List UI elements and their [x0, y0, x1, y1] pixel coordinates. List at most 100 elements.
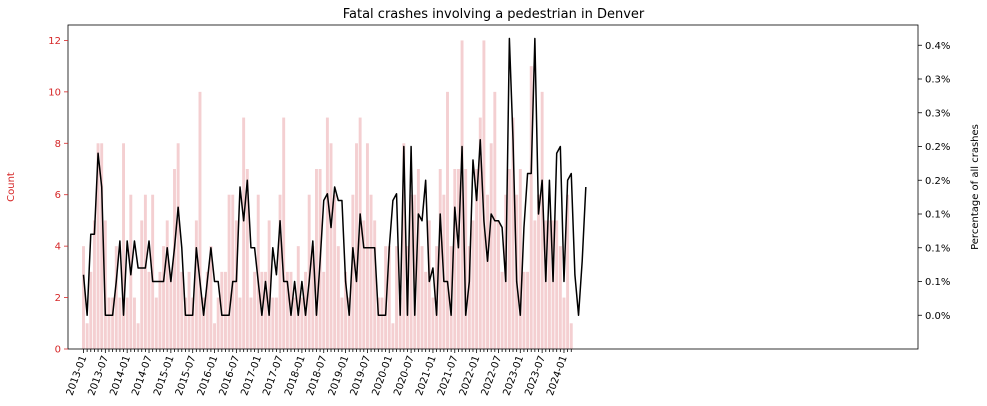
bar [271, 297, 275, 349]
bar [242, 117, 246, 349]
bar [486, 194, 489, 349]
y-right-tick-label: 0.3% [925, 75, 950, 86]
y-right-tick-label: 0.2% [925, 142, 950, 153]
bar [453, 169, 457, 349]
bar [213, 323, 216, 349]
x-tick-label: 2015-07 [174, 354, 199, 397]
bar [202, 297, 206, 349]
bar [351, 194, 355, 349]
percentage-line [82, 37, 587, 316]
bar [416, 169, 420, 349]
bar [387, 246, 391, 349]
bar [358, 117, 362, 349]
bar [355, 143, 358, 349]
plot-frame [67, 24, 919, 350]
bar [336, 246, 340, 349]
bar [365, 143, 369, 349]
bar [136, 323, 140, 349]
y-left-tick-label: 6 [55, 190, 61, 201]
bar [278, 194, 282, 349]
bar [384, 246, 388, 349]
bar [391, 323, 395, 349]
x-tick-label: 2021-01 [414, 354, 439, 397]
bar [111, 297, 115, 349]
bar [409, 194, 413, 349]
x-tick-label: 2020-07 [392, 354, 417, 397]
bar [482, 40, 486, 350]
bar [296, 246, 300, 349]
bar [446, 91, 449, 349]
bar [322, 271, 326, 349]
bar [547, 220, 551, 349]
bar [424, 271, 428, 349]
x-tick-label: 2016-01 [196, 354, 221, 397]
bar [100, 143, 104, 349]
bar [234, 220, 238, 349]
bar [329, 143, 333, 349]
x-tick-label: 2023-07 [523, 354, 548, 397]
bar [274, 297, 278, 349]
bar [427, 220, 431, 349]
bar [398, 297, 402, 349]
bar [293, 297, 297, 349]
bar [522, 271, 526, 349]
bar [347, 297, 351, 349]
bar [533, 220, 537, 349]
bar [551, 220, 555, 349]
bar [489, 143, 493, 349]
x-tick-label: 2014-07 [130, 354, 155, 397]
bar [158, 271, 162, 349]
bar [169, 271, 173, 349]
x-tick-label: 2018-01 [283, 354, 308, 397]
bar [205, 271, 209, 349]
bar [140, 220, 144, 349]
bar [180, 271, 184, 349]
bar [264, 271, 267, 349]
bar [373, 220, 377, 349]
bar [467, 246, 471, 349]
y-right-tick-label: 0.1% [925, 210, 950, 221]
bar [209, 246, 213, 349]
x-tick-label: 2016-07 [218, 354, 243, 397]
y-left-tick-label: 8 [55, 139, 61, 150]
x-tick-label: 2023-01 [501, 354, 526, 397]
bar [147, 271, 151, 349]
bar [529, 66, 533, 350]
bar [420, 246, 424, 349]
bar [224, 271, 227, 349]
bar [162, 246, 166, 349]
x-tick-label: 2017-07 [261, 354, 286, 397]
bar [92, 220, 96, 349]
bar [471, 220, 475, 349]
y-right-tick-label: 0.1% [925, 243, 950, 254]
bar [227, 194, 231, 349]
bar [307, 194, 311, 349]
bar [311, 246, 315, 349]
bar [118, 297, 122, 349]
bar [114, 246, 118, 349]
bar [89, 271, 93, 349]
x-tick-label: 2021-07 [436, 354, 461, 397]
bar [256, 194, 260, 349]
bar [562, 297, 566, 349]
bar [555, 220, 559, 349]
x-tick-label: 2014-01 [108, 354, 133, 397]
x-tick-label: 2019-01 [327, 354, 352, 397]
y-left-tick-label: 10 [48, 87, 61, 98]
y-left-tick-label: 12 [48, 36, 61, 47]
x-tick-label: 2013-07 [87, 354, 112, 397]
bar [176, 143, 180, 349]
bar [187, 271, 191, 349]
bar [125, 297, 129, 349]
bar [395, 246, 398, 349]
bar [507, 169, 511, 349]
bar [315, 169, 318, 349]
bar [85, 323, 89, 349]
bar [333, 194, 337, 349]
bar [340, 297, 344, 349]
bar [238, 297, 242, 349]
bar [285, 271, 289, 349]
bar [369, 194, 373, 349]
bar [325, 117, 329, 349]
